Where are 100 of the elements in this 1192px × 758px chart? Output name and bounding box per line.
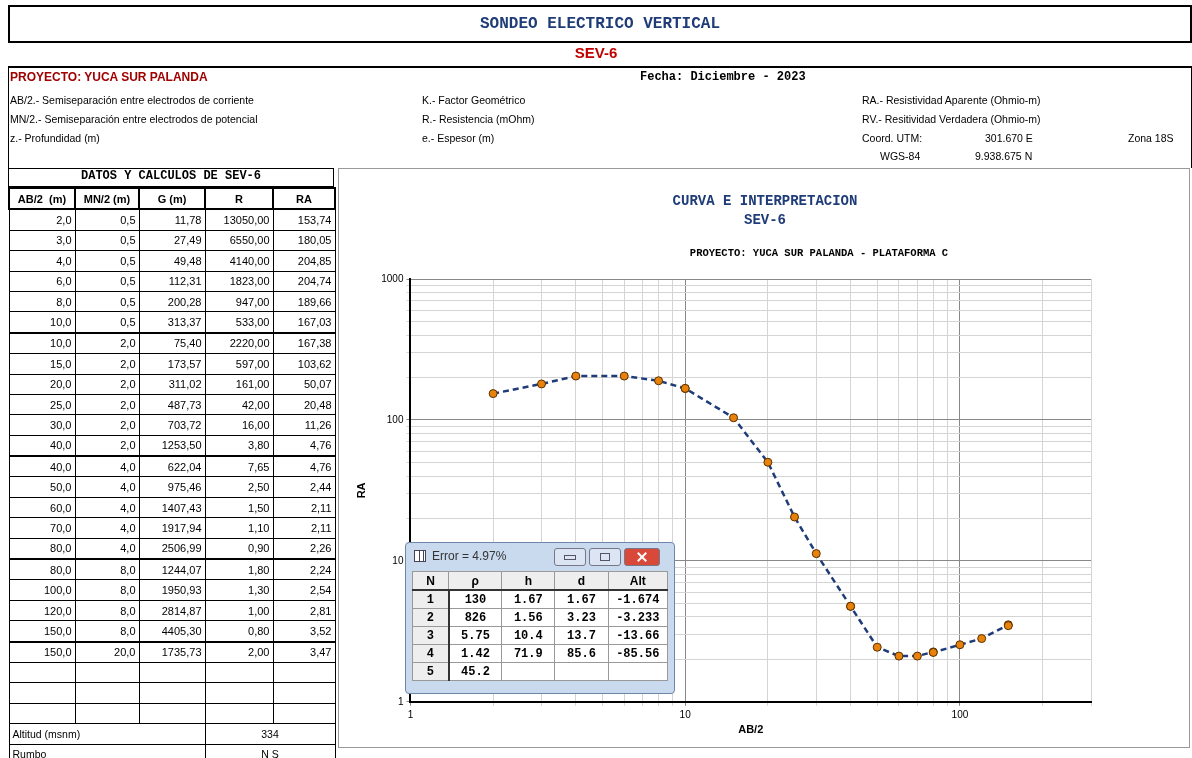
text: 70,0 [9, 517, 75, 539]
text: N S [205, 744, 335, 758]
text: Altitud (msnm) [9, 723, 205, 745]
text: 2,0 [75, 435, 139, 457]
text: 120,0 [9, 600, 75, 621]
text: 1,80 [205, 559, 273, 580]
text: 3,80 [205, 435, 273, 457]
text: 4,0 [75, 476, 139, 498]
text: RA [273, 188, 335, 210]
data-label: -13.66 [608, 626, 668, 645]
text: 2,0 [9, 209, 75, 231]
text: 10,0 [9, 332, 75, 354]
text: 533,00 [205, 311, 273, 333]
text: 200,28 [139, 291, 205, 312]
text: 1917,94 [139, 517, 205, 539]
text: Rumbo [9, 744, 205, 758]
text: 0,5 [75, 250, 139, 272]
x-tick-label: h [501, 571, 555, 590]
y-axis-title: RA [354, 482, 367, 499]
text: 75,40 [139, 332, 205, 354]
text: 8,0 [75, 559, 139, 580]
text: 16,00 [205, 414, 273, 436]
data-label: -85.56 [608, 644, 668, 663]
text: 167,03 [273, 311, 335, 333]
text: 975,46 [139, 476, 205, 498]
text: 622,04 [139, 456, 205, 477]
text: 8,0 [75, 579, 139, 601]
text: 49,48 [139, 250, 205, 272]
text: 11,78 [139, 209, 205, 231]
text: 8,0 [9, 291, 75, 312]
text: 15,0 [9, 353, 75, 375]
text: 4,0 [75, 456, 139, 477]
y-tick-label: 4 [412, 644, 449, 663]
text: 150,0 [9, 620, 75, 642]
text: 2,11 [273, 517, 335, 539]
text: 11,26 [273, 414, 335, 436]
text: 4,76 [273, 456, 335, 477]
text: 204,74 [273, 271, 335, 292]
y-tick-label: 2 [412, 608, 449, 627]
chart-title: Error = 4.97% [432, 549, 507, 563]
text: 1,10 [205, 517, 273, 539]
text: 13050,00 [205, 209, 273, 231]
text: R.- Resistencia (mOhm) [422, 113, 535, 125]
y-tick-label: 3 [412, 626, 449, 645]
text: RV.- Resitividad Verdadera (Ohmio-m) [862, 113, 1041, 125]
text: 1823,00 [205, 271, 273, 292]
text: 1407,43 [139, 497, 205, 518]
text: 703,72 [139, 414, 205, 436]
data-label: 10.4 [501, 626, 555, 645]
text: 1950,93 [139, 579, 205, 601]
y-tick-label: 1000 [381, 272, 404, 284]
text: 2,50 [205, 476, 273, 498]
x-tick-label: Alt [608, 571, 668, 590]
text: 4405,30 [139, 620, 205, 642]
text: 2,0 [75, 414, 139, 436]
text: Coord. UTM: [862, 132, 923, 144]
text: WGS-84 [880, 150, 921, 162]
text: SONDEO ELECTRICO VERTICAL [8, 5, 1192, 43]
text: 2,0 [75, 374, 139, 395]
chart-title: CURVA E INTERPRETACION [671, 193, 859, 209]
text: 2220,00 [205, 332, 273, 354]
text: 1,00 [205, 600, 273, 621]
data-label: 71.9 [501, 644, 555, 663]
y-tick-label: 1 [412, 590, 449, 609]
text: Zona 18S [1128, 132, 1174, 144]
text: 4,0 [75, 497, 139, 518]
text: 597,00 [205, 353, 273, 375]
text: 1,30 [205, 579, 273, 601]
text: Fecha: Diciembre - 2023 [640, 70, 806, 84]
text: 167,38 [273, 332, 335, 354]
y-tick-label: 5 [412, 662, 449, 681]
data-label: 5.75 [448, 626, 502, 645]
text: 947,00 [205, 291, 273, 312]
text: 1,50 [205, 497, 273, 518]
text: 42,00 [205, 394, 273, 415]
text: 2,24 [273, 559, 335, 580]
text: 0,5 [75, 311, 139, 333]
data-label: 130 [448, 590, 502, 609]
text: 3,52 [273, 620, 335, 642]
text: 10,0 [9, 311, 75, 333]
text: 189,66 [273, 291, 335, 312]
text: 3,47 [273, 641, 335, 663]
text: 100,0 [9, 579, 75, 601]
text: 153,74 [273, 209, 335, 231]
text: 60,0 [9, 497, 75, 518]
text: AB/2 (m) [9, 188, 75, 210]
data-label: 13.7 [554, 626, 608, 645]
text: 3,0 [9, 230, 75, 251]
text: MN/2 (m) [75, 188, 139, 210]
text: 4,0 [75, 517, 139, 539]
text: 4,0 [9, 250, 75, 272]
text: 2,81 [273, 600, 335, 621]
x-tick-label: d [554, 571, 608, 590]
data-label: 826 [448, 608, 502, 627]
x-tick-label: 100 [951, 708, 969, 720]
text: 0,5 [75, 271, 139, 292]
text: 9.938.675 N [975, 150, 1033, 162]
text: e.- Espesor (m) [422, 132, 495, 144]
data-label: -1.674 [608, 590, 668, 609]
text: 25,0 [9, 394, 75, 415]
